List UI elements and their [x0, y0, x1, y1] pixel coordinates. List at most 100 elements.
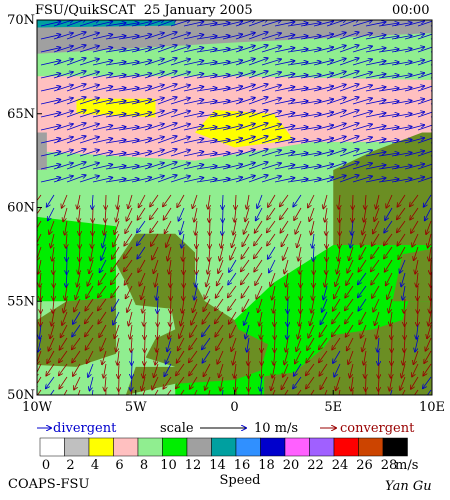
wind-vector — [111, 285, 120, 298]
wind-vector — [326, 72, 346, 79]
wind-vector — [118, 127, 139, 131]
wind-vector — [144, 350, 145, 365]
wind-vector — [231, 337, 237, 351]
wind-vector — [65, 220, 67, 235]
wind-vector — [157, 175, 177, 183]
wind-vector — [313, 125, 333, 131]
wind-vector — [92, 125, 112, 131]
wind-vector — [105, 389, 107, 395]
wind-vector — [268, 246, 276, 259]
wind-vector — [245, 324, 250, 339]
wind-vector — [283, 246, 289, 260]
wind-vector — [430, 285, 431, 300]
wind-vector — [209, 153, 230, 157]
wind-vector — [326, 33, 346, 40]
wind-vector — [205, 376, 211, 390]
wind-vector — [300, 179, 321, 183]
wind-vector — [323, 194, 328, 209]
wind-vector — [365, 100, 386, 105]
wind-vector — [118, 62, 139, 66]
wind-vector — [326, 137, 346, 144]
wind-vector — [170, 311, 171, 326]
wind-vector — [144, 72, 164, 79]
wind-vector — [378, 153, 399, 157]
wind-vector — [423, 363, 432, 376]
wind-vector — [156, 285, 158, 300]
wind-vector — [228, 272, 237, 285]
wind-vector — [228, 285, 237, 297]
wind-vector — [105, 207, 106, 222]
wind-vector — [154, 363, 159, 377]
wind-vector — [101, 246, 107, 260]
wind-vector — [374, 207, 380, 221]
wind-vector — [373, 220, 380, 234]
wind-vector — [332, 324, 341, 336]
wind-vector — [274, 165, 295, 170]
wind-vector — [178, 337, 185, 350]
wind-vector — [203, 363, 211, 376]
wind-vector — [167, 246, 172, 261]
wind-vector — [430, 25, 432, 27]
wind-vector — [274, 139, 295, 144]
wind-vector — [284, 350, 289, 364]
wind-vector — [208, 389, 211, 395]
wind-vector — [295, 220, 302, 234]
wind-vector — [364, 350, 366, 365]
wind-vector — [222, 125, 242, 131]
wind-vector — [430, 181, 432, 183]
wind-vector — [313, 246, 314, 261]
wind-vector — [40, 74, 61, 79]
wind-vector — [332, 337, 341, 350]
wind-vector — [310, 311, 315, 325]
wind-vector — [196, 153, 217, 157]
wind-vector — [196, 75, 217, 79]
wind-vector — [241, 272, 250, 284]
wind-vector — [415, 337, 419, 352]
wind-vector — [313, 86, 333, 92]
wind-vector — [196, 179, 217, 183]
wind-vector — [37, 389, 42, 395]
wind-vector — [300, 259, 301, 274]
wind-vector — [235, 98, 255, 105]
colorbar-tick-label: 28 — [381, 458, 398, 473]
wind-vector — [430, 155, 432, 157]
wind-vector — [47, 350, 55, 363]
wind-vector — [170, 176, 190, 183]
wind-vector — [287, 101, 308, 105]
wind-vector — [404, 138, 424, 144]
wind-vector — [209, 140, 230, 144]
wind-vector — [40, 100, 61, 105]
colorbar-tick-label: 20 — [283, 458, 300, 473]
wind-vector — [254, 246, 263, 258]
wind-vector — [375, 311, 380, 325]
wind-vector — [150, 194, 159, 206]
wind-vector — [248, 110, 268, 118]
wind-vector — [338, 246, 340, 261]
wind-vector — [196, 62, 217, 66]
land — [37, 297, 116, 367]
wind-vector — [410, 207, 419, 220]
wind-vector — [325, 272, 327, 287]
wind-vector — [196, 166, 217, 170]
wind-vector — [52, 246, 54, 261]
wind-vector — [92, 86, 112, 92]
wind-vector — [144, 163, 164, 170]
wind-vector — [300, 114, 321, 118]
wind-vector — [261, 72, 281, 79]
wind-vector — [137, 246, 146, 259]
wind-vector — [220, 246, 224, 261]
wind-vector — [183, 152, 204, 157]
wind-vector — [228, 298, 237, 310]
wind-vector — [391, 113, 412, 118]
wind-vector — [63, 207, 68, 221]
wind-vector — [326, 111, 346, 118]
wind-vector — [53, 111, 73, 118]
wind-vector — [417, 150, 432, 157]
colorbar-swatch — [235, 437, 261, 457]
wind-vector — [269, 259, 276, 273]
wind-vector — [391, 350, 392, 365]
wind-vector — [261, 176, 281, 183]
wind-vector — [410, 194, 419, 206]
wind-vector — [313, 34, 333, 40]
wind-vector — [248, 389, 250, 395]
